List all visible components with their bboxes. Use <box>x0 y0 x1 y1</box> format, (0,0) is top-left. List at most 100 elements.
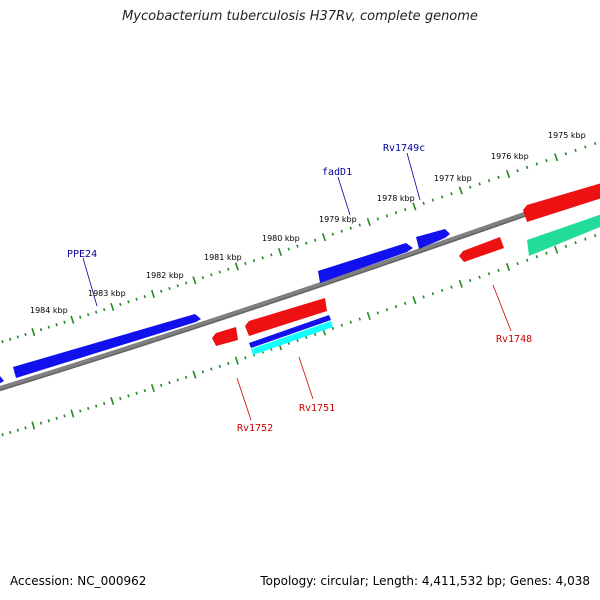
tick-track-top <box>1 141 597 344</box>
major-tick <box>505 263 511 272</box>
major-tick <box>234 262 239 271</box>
minor-tick <box>487 179 491 183</box>
minor-tick <box>55 416 58 420</box>
minor-tick <box>487 272 491 276</box>
minor-tick <box>287 247 290 251</box>
accession-label: Accession: NC_000962 <box>10 574 147 588</box>
minor-tick <box>450 285 453 289</box>
minor-tick <box>87 406 90 411</box>
major-tick <box>234 356 239 365</box>
minor-tick <box>564 244 568 248</box>
gene-Rv1749c[interactable] <box>416 229 450 249</box>
minor-tick <box>227 361 230 366</box>
gene-right-edge[interactable] <box>523 182 600 222</box>
major-tick <box>366 218 371 227</box>
minor-tick <box>24 426 27 430</box>
kbp-label: 1982 kbp <box>146 271 184 280</box>
minor-tick <box>176 284 179 288</box>
minor-tick <box>79 409 82 413</box>
major-tick <box>366 311 371 321</box>
minor-tick <box>218 270 221 274</box>
minor-tick <box>478 182 481 186</box>
minor-tick <box>210 367 213 371</box>
minor-tick <box>127 300 130 304</box>
minor-tick <box>385 308 389 312</box>
minor-tick <box>244 356 247 360</box>
minor-tick <box>305 241 308 245</box>
gene-label-PPE24[interactable]: PPE24 <box>67 249 97 260</box>
gene-label-Rv1748[interactable]: Rv1748 <box>496 334 532 345</box>
gene-forward-left-edge[interactable] <box>0 376 4 386</box>
major-tick <box>110 302 115 312</box>
major-tick <box>192 276 197 285</box>
gene-label-Rv1749c[interactable]: Rv1749c <box>383 143 425 154</box>
major-tick <box>70 315 75 324</box>
gene-label-fadD1[interactable]: fadD1 <box>322 167 352 178</box>
minor-tick <box>270 253 273 257</box>
minor-tick <box>160 383 163 387</box>
gene-blue-lower[interactable] <box>249 315 331 348</box>
minor-tick <box>431 292 435 296</box>
minor-tick <box>184 375 188 379</box>
minor-tick <box>63 414 66 418</box>
kbp-label: 1979 kbp <box>319 215 357 224</box>
minor-tick <box>349 320 352 324</box>
minor-tick <box>574 148 577 152</box>
minor-tick <box>119 396 122 401</box>
minor-tick <box>593 141 597 146</box>
major-tick <box>192 370 197 379</box>
map-title: Mycobacterium tuberculosis H37Rv, comple… <box>122 9 478 24</box>
forward-genes <box>0 229 450 386</box>
gene-label-Rv1752[interactable]: Rv1752 <box>237 423 273 434</box>
major-tick <box>110 396 115 406</box>
gene-PPE24[interactable] <box>13 314 201 378</box>
minor-tick <box>95 404 98 408</box>
minor-tick <box>143 389 146 393</box>
gene-Rv1751[interactable] <box>245 298 327 336</box>
minor-tick <box>564 152 568 156</box>
gene-Rv1748[interactable] <box>459 237 504 262</box>
major-tick <box>505 170 511 179</box>
minor-tick <box>9 430 12 435</box>
kbp-label: 1977 kbp <box>434 174 472 183</box>
minor-tick <box>468 278 472 283</box>
major-tick <box>554 245 559 254</box>
gene-label-Rv1751[interactable]: Rv1751 <box>299 403 335 414</box>
gene-fadD1[interactable] <box>318 243 413 283</box>
minor-tick <box>403 208 407 212</box>
minor-tick <box>313 238 317 242</box>
gene-cyan-lower[interactable] <box>251 321 333 355</box>
kbp-label: 1983 kbp <box>88 289 126 298</box>
minor-tick <box>349 226 352 230</box>
minor-tick <box>497 268 500 273</box>
major-tick <box>70 409 75 418</box>
genome-backbone <box>0 185 600 392</box>
kbp-label: 1981 kbp <box>204 253 242 262</box>
minor-tick <box>584 237 587 241</box>
major-tick <box>458 186 463 195</box>
minor-tick <box>63 320 66 324</box>
minor-tick <box>516 262 519 266</box>
minor-tick <box>47 325 50 329</box>
minor-tick <box>296 244 299 248</box>
minor-tick <box>103 308 106 312</box>
kbp-label: 1980 kbp <box>262 234 300 243</box>
minor-tick <box>39 328 43 332</box>
minor-tick <box>468 185 472 189</box>
minor-tick <box>16 335 20 339</box>
minor-tick <box>218 364 221 368</box>
major-tick <box>31 328 36 337</box>
minor-tick <box>252 259 256 263</box>
minor-tick <box>478 275 481 279</box>
gene-green-right[interactable] <box>527 213 600 256</box>
minor-tick <box>79 315 82 319</box>
minor-tick <box>385 214 389 218</box>
minor-tick <box>525 165 529 169</box>
gene-Rv1752[interactable] <box>212 327 238 346</box>
minor-tick <box>535 162 539 166</box>
major-tick <box>321 233 327 242</box>
minor-tick <box>394 211 398 215</box>
minor-tick <box>394 304 398 309</box>
minor-tick <box>143 294 146 299</box>
